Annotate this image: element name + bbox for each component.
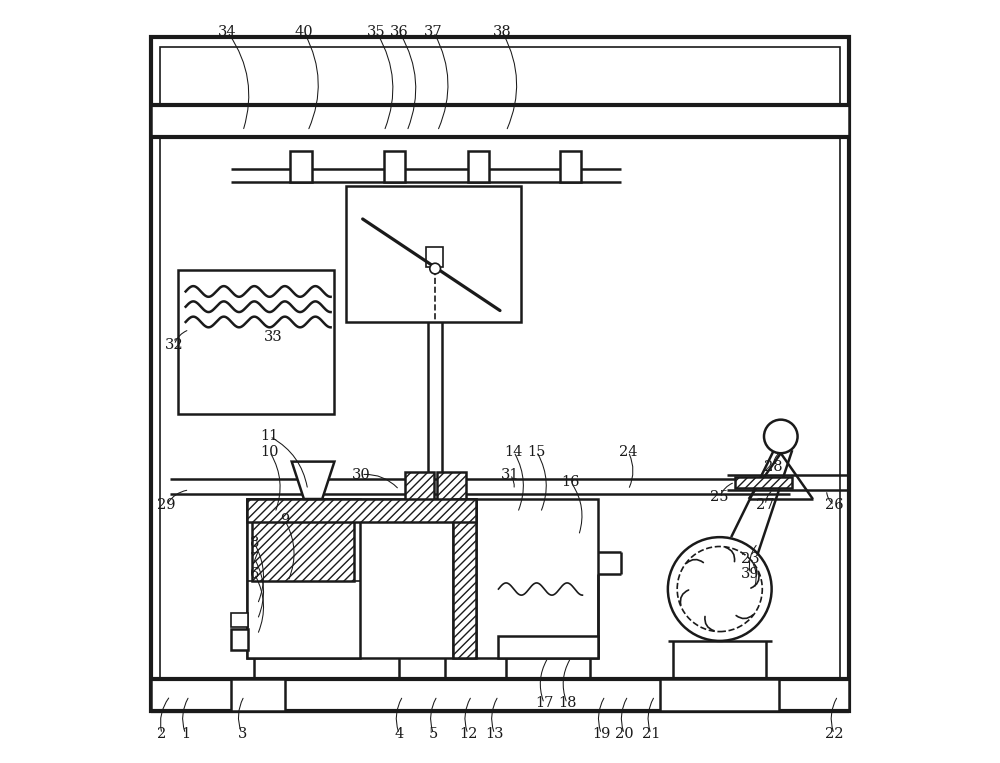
Bar <box>247 499 360 658</box>
Text: 40: 40 <box>295 25 313 39</box>
Text: 6: 6 <box>250 567 259 581</box>
Text: 4: 4 <box>395 727 404 741</box>
Bar <box>247 499 598 658</box>
Text: 5: 5 <box>429 727 438 741</box>
Bar <box>151 679 849 711</box>
Text: 24: 24 <box>619 445 637 459</box>
Bar <box>151 37 849 711</box>
Text: 3: 3 <box>237 727 247 741</box>
Bar <box>437 472 466 504</box>
Circle shape <box>764 420 798 453</box>
Text: 1: 1 <box>181 727 190 741</box>
Bar <box>290 151 312 182</box>
Circle shape <box>430 263 440 274</box>
Text: 39: 39 <box>741 567 760 581</box>
Text: 26: 26 <box>825 498 844 512</box>
Bar <box>660 679 779 711</box>
Text: 36: 36 <box>390 25 409 39</box>
Text: 13: 13 <box>485 727 504 741</box>
Text: 29: 29 <box>157 498 176 512</box>
Bar <box>151 105 849 137</box>
Text: 35: 35 <box>367 25 386 39</box>
Text: 23: 23 <box>741 552 760 565</box>
Bar <box>231 679 285 711</box>
Bar <box>178 270 334 414</box>
Bar <box>231 629 248 650</box>
Text: 25: 25 <box>710 491 729 504</box>
Circle shape <box>668 537 772 641</box>
Text: 10: 10 <box>260 445 279 459</box>
Bar <box>560 151 581 182</box>
Text: 19: 19 <box>592 727 611 741</box>
Text: 31: 31 <box>501 468 519 481</box>
Bar <box>160 47 840 700</box>
Bar <box>346 186 521 322</box>
Circle shape <box>691 561 748 617</box>
Polygon shape <box>292 462 334 499</box>
Text: 11: 11 <box>260 430 279 443</box>
Bar <box>252 507 354 581</box>
Bar <box>468 151 489 182</box>
Bar <box>498 636 598 658</box>
Text: 7: 7 <box>250 552 259 565</box>
Text: 14: 14 <box>505 445 523 459</box>
Text: 33: 33 <box>264 330 283 344</box>
Bar <box>384 151 405 182</box>
Text: 30: 30 <box>352 468 371 481</box>
Bar <box>426 247 443 267</box>
Bar <box>735 477 792 488</box>
Bar <box>453 499 476 658</box>
Text: 18: 18 <box>558 697 576 710</box>
Text: 8: 8 <box>250 536 259 550</box>
Bar <box>231 613 248 627</box>
Text: 37: 37 <box>424 25 443 39</box>
Text: 34: 34 <box>218 25 237 39</box>
Text: 27: 27 <box>756 498 775 512</box>
Text: 32: 32 <box>165 338 184 352</box>
Text: 12: 12 <box>459 727 477 741</box>
Bar <box>405 472 434 504</box>
Text: 16: 16 <box>562 475 580 489</box>
Circle shape <box>677 546 762 632</box>
Text: 22: 22 <box>825 727 843 741</box>
Text: 20: 20 <box>615 727 634 741</box>
Text: 17: 17 <box>535 697 553 710</box>
Text: 2: 2 <box>157 727 167 741</box>
Text: 15: 15 <box>527 445 546 459</box>
Text: 38: 38 <box>493 25 512 39</box>
Text: 21: 21 <box>642 727 660 741</box>
Text: 28: 28 <box>764 460 782 474</box>
Bar <box>247 499 476 522</box>
Text: 9: 9 <box>280 513 289 527</box>
